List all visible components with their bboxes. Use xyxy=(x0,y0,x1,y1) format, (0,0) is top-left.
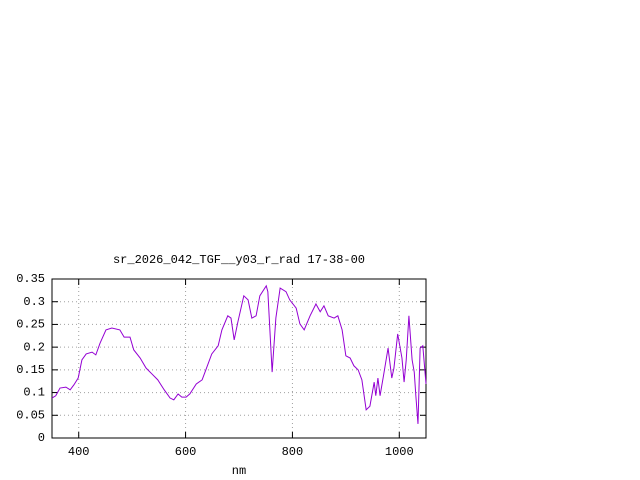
x-tick-label: 400 xyxy=(68,445,90,459)
x-tick-label: 1000 xyxy=(385,445,414,459)
y-tick-label: 0.2 xyxy=(23,340,45,354)
y-tick-label: 0.35 xyxy=(16,272,45,286)
y-tick-label: 0.3 xyxy=(23,295,45,309)
y-tick-label: 0.25 xyxy=(16,318,45,332)
x-tick-label: 800 xyxy=(282,445,304,459)
y-tick-label: 0.05 xyxy=(16,408,45,422)
x-tick-label: 600 xyxy=(175,445,197,459)
y-tick-label: 0 xyxy=(38,431,45,445)
plot-border xyxy=(51,278,427,439)
y-tick-label: 0.15 xyxy=(16,363,45,377)
y-tick-label: 0.1 xyxy=(23,386,45,400)
chart-title: sr_2026_042_TGF__y03_r_rad 17-38-00 xyxy=(113,253,365,267)
x-axis-label: nm xyxy=(232,464,246,478)
data-line xyxy=(51,284,427,424)
